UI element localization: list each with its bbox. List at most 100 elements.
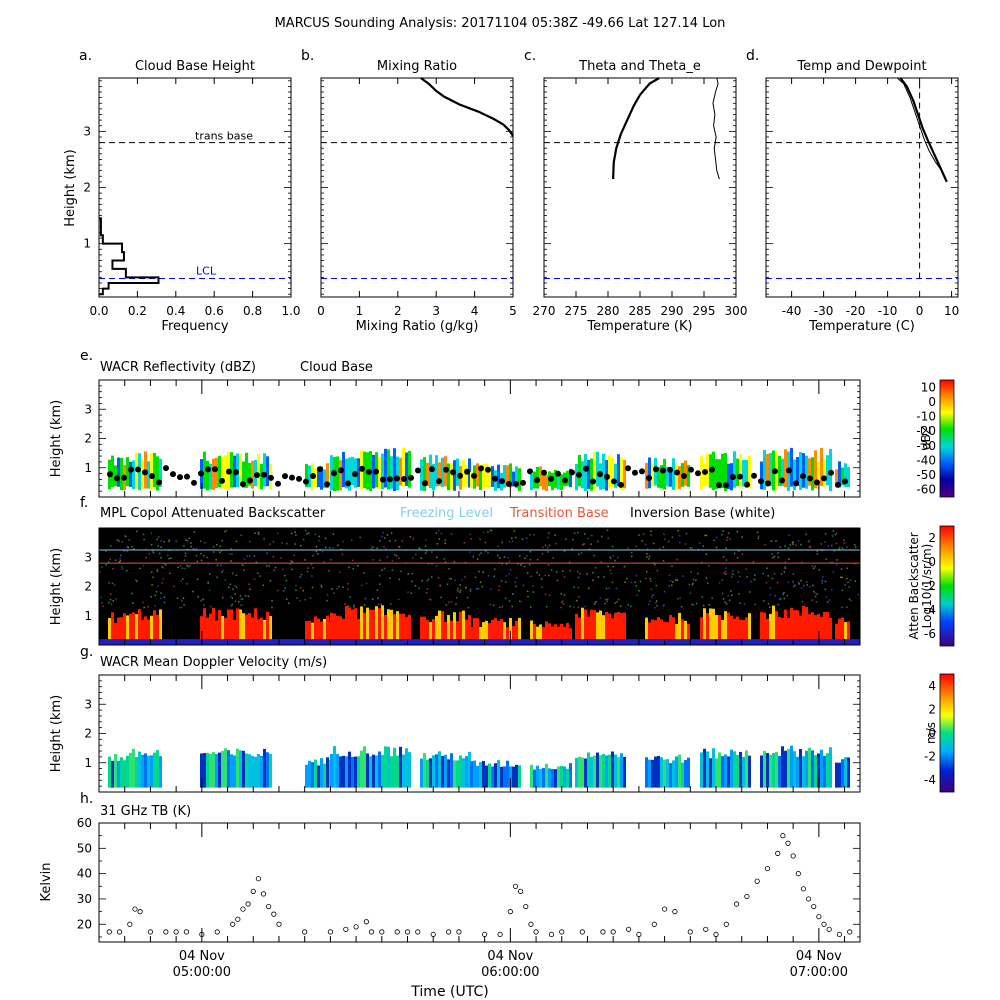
noise-pixel xyxy=(816,550,819,552)
noise-pixel xyxy=(561,601,563,604)
backscatter-column xyxy=(847,621,850,641)
velocity-colorbar xyxy=(939,673,955,793)
noise-pixel xyxy=(321,550,324,553)
noise-pixel xyxy=(421,580,423,582)
backscatter-column xyxy=(712,608,715,641)
noise-pixel xyxy=(425,591,428,594)
noise-pixel xyxy=(774,595,776,597)
backscatter-column xyxy=(781,617,784,641)
tb-point xyxy=(163,929,169,935)
noise-pixel xyxy=(295,584,297,587)
noise-pixel xyxy=(193,548,195,550)
reflectivity-column xyxy=(802,453,805,488)
noise-pixel xyxy=(348,566,350,569)
velocity-column xyxy=(730,749,733,788)
noise-pixel xyxy=(501,563,503,565)
noise-pixel xyxy=(426,588,429,590)
backscatter-column xyxy=(805,607,808,641)
noise-pixel xyxy=(577,531,579,534)
plot-frame xyxy=(98,77,292,298)
noise-pixel xyxy=(157,585,159,587)
noise-pixel xyxy=(846,606,848,608)
backscatter-column xyxy=(539,624,542,641)
noise-pixel xyxy=(263,538,265,540)
cloud-base-point xyxy=(345,480,351,487)
noise-pixel xyxy=(611,581,614,584)
noise-pixel xyxy=(576,599,578,602)
colorbar-tick-label: 0 xyxy=(928,726,936,740)
noise-pixel xyxy=(175,540,178,543)
noise-pixel xyxy=(466,596,469,599)
backscatter-column xyxy=(450,620,453,641)
noise-pixel xyxy=(459,589,462,592)
noise-pixel xyxy=(555,571,558,573)
cloud-base-point xyxy=(387,476,393,483)
noise-pixel xyxy=(240,598,242,600)
cloud-base-point xyxy=(800,473,806,480)
velocity-column xyxy=(826,753,829,788)
noise-pixel xyxy=(160,557,162,559)
noise-pixel xyxy=(474,576,477,579)
noise-pixel xyxy=(508,572,510,575)
noise-pixel xyxy=(609,556,611,558)
velocity-column xyxy=(602,753,605,788)
reflectivity-column xyxy=(503,465,506,488)
noise-pixel xyxy=(353,606,355,608)
velocity-column xyxy=(763,750,766,788)
cloud-base-point xyxy=(282,473,288,480)
backscatter-column xyxy=(608,613,611,641)
backscatter-column xyxy=(438,610,441,641)
backscatter-column xyxy=(784,609,787,641)
noise-pixel xyxy=(111,582,114,585)
colorbar-tick-label: -2 xyxy=(924,750,936,764)
noise-pixel xyxy=(836,559,838,561)
noise-pixel xyxy=(848,598,851,601)
backscatter-column xyxy=(802,606,805,641)
noise-pixel xyxy=(469,551,472,553)
tb-point xyxy=(533,929,539,935)
velocity-column xyxy=(820,749,823,788)
profile-line-0 xyxy=(420,77,514,137)
velocity-column xyxy=(838,762,841,788)
noise-pixel xyxy=(241,564,244,566)
backscatter-column xyxy=(700,617,703,641)
noise-pixel xyxy=(167,554,169,557)
backscatter-column xyxy=(159,609,162,641)
velocity-column xyxy=(581,757,584,788)
noise-pixel xyxy=(590,543,592,545)
noise-pixel xyxy=(538,574,541,576)
noise-pixel xyxy=(773,555,776,558)
noise-pixel xyxy=(430,576,433,578)
cloud-base-point xyxy=(324,481,330,488)
noise-pixel xyxy=(843,539,845,541)
cloud-base-point xyxy=(429,466,435,473)
noise-pixel xyxy=(443,558,446,560)
noise-pixel xyxy=(560,593,563,595)
noise-pixel xyxy=(365,582,368,585)
noise-pixel xyxy=(651,596,653,598)
tb-point xyxy=(137,909,143,915)
reflectivity-column xyxy=(790,447,793,487)
noise-pixel xyxy=(702,545,705,547)
backscatter-column xyxy=(203,608,206,641)
noise-pixel xyxy=(147,606,149,608)
backscatter-column xyxy=(602,615,605,641)
x-tick-label: -10 xyxy=(878,304,898,318)
reflectivity-column xyxy=(760,461,763,490)
noise-pixel xyxy=(786,594,789,597)
backscatter-column xyxy=(468,615,471,641)
noise-pixel xyxy=(777,552,779,554)
x-tick-label: 0.4 xyxy=(166,304,185,318)
noise-pixel xyxy=(273,569,275,571)
noise-pixel xyxy=(814,595,817,598)
backscatter-column xyxy=(551,626,554,641)
tb-point xyxy=(183,929,190,935)
backscatter-column xyxy=(721,619,724,641)
velocity-column xyxy=(153,752,156,788)
noise-pixel xyxy=(800,543,802,546)
velocity-column xyxy=(829,747,832,788)
cloud-base-point xyxy=(296,475,302,482)
velocity-column xyxy=(333,746,336,788)
noise-pixel xyxy=(186,564,189,567)
